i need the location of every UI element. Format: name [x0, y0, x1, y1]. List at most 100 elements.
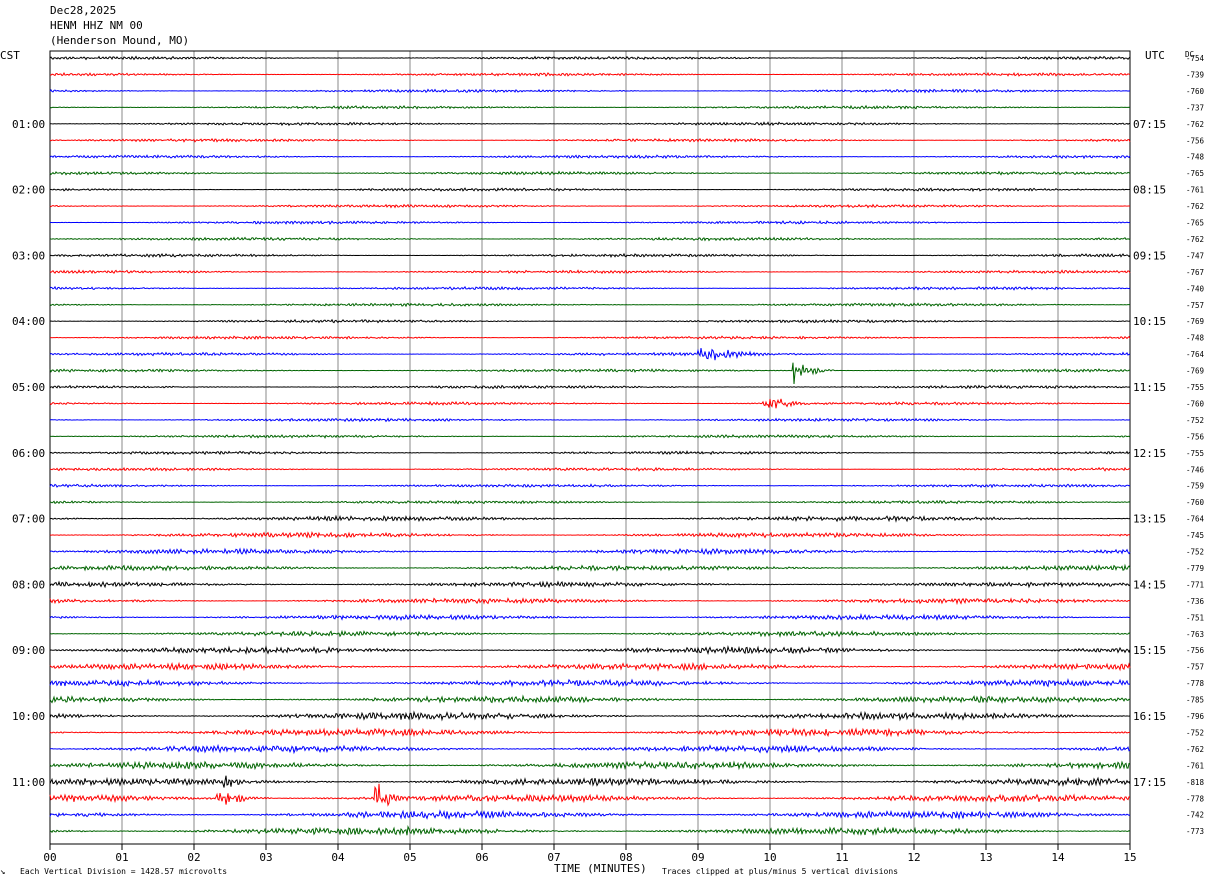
dc-offset-label: -761 [1186, 761, 1204, 770]
station-code: HENM HHZ NM 00 [50, 19, 143, 32]
seismic-trace [49, 580, 1131, 589]
seismic-trace [49, 434, 1131, 439]
seismic-trace [49, 285, 1131, 291]
utc-hour-label: 17:15 [1133, 776, 1166, 789]
seismic-trace [49, 417, 1131, 423]
dc-offset-label: -756 [1186, 136, 1205, 145]
dc-offset-label: -737 [1186, 103, 1204, 112]
x-tick-label: 06 [475, 851, 488, 864]
seismic-trace [49, 398, 1131, 409]
utc-hour-label: 16:15 [1133, 710, 1166, 723]
dc-column-header: DC [1185, 50, 1194, 59]
dc-offset-label: -778 [1186, 794, 1205, 803]
dc-offset-label: -778 [1186, 679, 1205, 688]
dc-offset-label: -796 [1186, 712, 1205, 721]
scale-note: Each Vertical Division = 1428.57 microvo… [20, 867, 228, 876]
cst-hour-label: 04:00 [12, 315, 45, 328]
utc-hour-label: 11:15 [1133, 381, 1166, 394]
seismic-trace [49, 187, 1131, 193]
x-tick-label: 15 [1123, 851, 1136, 864]
x-tick-label: 10 [763, 851, 776, 864]
seismic-trace [49, 137, 1131, 143]
x-tick-label: 00 [43, 851, 56, 864]
seismic-trace [49, 743, 1131, 755]
dc-offset-label: -748 [1186, 153, 1205, 162]
cst-hour-label: 02:00 [12, 184, 45, 197]
utc-hour-label: 13:15 [1133, 513, 1166, 526]
corner-arrow-icon: ↘ [0, 867, 6, 877]
right-timezone-label: UTC [1145, 49, 1165, 62]
dc-offset-label: -739 [1186, 70, 1204, 79]
dc-offset-label: -762 [1186, 120, 1204, 129]
utc-hour-label: 08:15 [1133, 184, 1166, 197]
seismic-trace [49, 483, 1131, 489]
seismic-trace [49, 154, 1131, 160]
seismic-trace [49, 612, 1131, 622]
seismic-trace [49, 694, 1131, 704]
dc-offset-label: -745 [1186, 531, 1204, 540]
seismic-trace [49, 499, 1131, 505]
x-axis-title: TIME (MINUTES) [554, 862, 647, 875]
seismic-trace [49, 514, 1131, 523]
dc-offset-label: -759 [1186, 482, 1204, 491]
dc-offset-label: -762 [1186, 745, 1204, 754]
x-tick-label: 07 [547, 851, 560, 864]
clip-note: Traces clipped at plus/minus 5 vertical … [662, 867, 899, 876]
seismic-trace [49, 726, 1131, 738]
dc-offset-label: -752 [1186, 416, 1204, 425]
dc-offset-label: -785 [1186, 696, 1204, 705]
seismic-trace [49, 347, 1131, 361]
dc-offset-label: -769 [1186, 317, 1204, 326]
dc-offset-label: -779 [1186, 564, 1204, 573]
seismic-trace [49, 269, 1131, 275]
seismic-trace [49, 530, 1131, 539]
seismic-trace [49, 88, 1131, 94]
dc-offset-label: -764 [1186, 515, 1205, 524]
cst-hour-label: 06:00 [12, 447, 45, 460]
dc-offset-label: -773 [1186, 827, 1204, 836]
seismic-trace [49, 55, 1131, 61]
dc-offset-label: -764 [1186, 350, 1205, 359]
dc-offset-label: -757 [1186, 663, 1204, 672]
seismic-trace [49, 760, 1131, 771]
dc-offset-label: -769 [1186, 367, 1204, 376]
cst-hour-label: 07:00 [12, 513, 45, 526]
seismic-trace [49, 563, 1131, 572]
x-tick-label: 05 [403, 851, 416, 864]
left-timezone-label: CST [0, 49, 20, 62]
seismic-trace [49, 318, 1131, 324]
seismic-trace [49, 203, 1131, 209]
plot-frame [49, 50, 1131, 845]
x-tick-label: 04 [331, 851, 345, 864]
dc-offset-label: -736 [1186, 597, 1205, 606]
seismic-trace [49, 384, 1131, 390]
utc-hour-label: 14:15 [1133, 578, 1166, 591]
x-tick-label: 02 [187, 851, 200, 864]
dc-offset-label: -765 [1186, 219, 1204, 228]
x-tick-label: 12 [907, 851, 920, 864]
x-tick-label: 14 [1051, 851, 1065, 864]
dc-offset-label: -756 [1186, 646, 1205, 655]
utc-hour-label: 09:15 [1133, 249, 1166, 262]
x-tick-label: 08 [619, 851, 632, 864]
dc-offset-label: -751 [1186, 613, 1204, 622]
x-tick-label: 09 [691, 851, 704, 864]
cst-hour-label: 08:00 [12, 578, 45, 591]
dc-offset-label: -757 [1186, 301, 1204, 310]
seismic-trace [49, 678, 1131, 688]
seismic-trace [49, 220, 1131, 225]
x-tick-label: 13 [979, 851, 992, 864]
plot-date: Dec28,2025 [50, 4, 117, 17]
seismic-trace [49, 710, 1131, 722]
seismic-trace [49, 783, 1131, 807]
dc-offset-label: -760 [1186, 87, 1205, 96]
dc-offset-label: -767 [1186, 268, 1204, 277]
dc-offset-label: -763 [1186, 630, 1204, 639]
dc-offset-label: -748 [1186, 334, 1205, 343]
seismic-trace [49, 775, 1131, 788]
dc-offset-label: -752 [1186, 548, 1204, 557]
dc-offset-label: -765 [1186, 169, 1204, 178]
dc-offset-label: -760 [1186, 498, 1205, 507]
seismic-trace [49, 809, 1131, 821]
seismic-trace [49, 170, 1131, 176]
